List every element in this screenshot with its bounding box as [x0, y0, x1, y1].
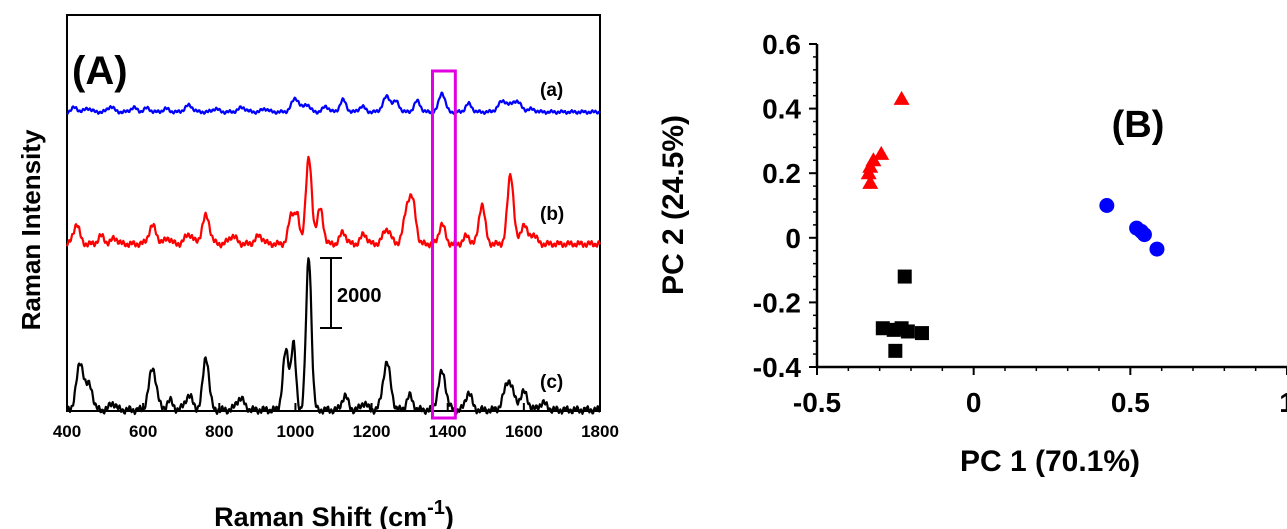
panel-a-x-axis-label: Raman Shift (cm-1): [214, 497, 454, 529]
panel-a: (A) Raman Intensity Raman Shift (cm-1) 4…: [16, 14, 619, 529]
scale-bar-label: 2000: [337, 285, 382, 307]
panel-b-y-tick-label: -0.2: [753, 287, 801, 318]
scatter-point-square: [888, 343, 903, 358]
panel-a-frame: [66, 14, 601, 412]
panel-a-x-axis-label-main: Raman Shift (cm: [214, 502, 427, 529]
panel-a-x-tick-label: 400: [53, 422, 81, 441]
panel-b-y-axis-label: PC 2 (24.5%): [657, 115, 690, 295]
scatter-point-square: [897, 269, 912, 284]
spectrum-series-label: (c): [540, 372, 563, 393]
spectrum-line: [65, 155, 602, 249]
spectrum-series-label: (b): [540, 204, 564, 225]
scatter-point-square: [914, 326, 929, 341]
panel-b-ticks: -0.5 0 0.5 1 -0.4 -0.2 0 0.2 0.4 0.6: [753, 29, 1287, 418]
panel-a-x-axis-label-close: ): [445, 502, 454, 529]
panel-a-x-tick-label: 1600: [505, 422, 543, 441]
panel-a-series-labels: (a) (b) (c): [540, 80, 564, 393]
panel-b-y-tick-label: 0.4: [762, 94, 801, 125]
scatter-point-triangle: [860, 165, 877, 180]
panel-a-y-axis-label: Raman Intensity: [16, 129, 46, 330]
panel-b-x-axis-label: PC 1 (70.1%): [960, 445, 1140, 478]
spectrum-series-label: (a): [540, 80, 563, 101]
panel-b-y-tick-label: 0.2: [762, 158, 801, 189]
panel-a-x-axis-label-superscript: -1: [427, 497, 445, 519]
scatter-point-square: [875, 321, 890, 336]
panel-b: -0.5 0 0.5 1 -0.4 -0.2 0 0.2 0.4 0.6 (B) PC 1 (70…: [657, 29, 1287, 478]
scatter-point-circle: [1149, 241, 1165, 257]
panel-a-x-tick-label: 800: [205, 422, 233, 441]
panel-a-x-tick-label: 1400: [429, 422, 467, 441]
scatter-point-square: [900, 324, 915, 339]
panel-a-x-tick-label: 1800: [581, 422, 619, 441]
panel-b-x-tick-label: 1: [1279, 387, 1287, 418]
scale-bar: 2000: [320, 257, 382, 329]
spectrum-line: [66, 91, 601, 115]
panel-b-x-tick-label: 0.5: [1111, 387, 1150, 418]
spectrum-line: [65, 257, 601, 416]
panel-a-label: (A): [72, 49, 128, 93]
panel-b-points: [860, 90, 1165, 358]
scatter-point-circle: [1099, 198, 1115, 213]
panel-b-axes: [815, 44, 1287, 369]
panel-b-y-tick-label: 0.6: [762, 29, 801, 60]
scatter-point-triangle: [862, 174, 879, 189]
panel-a-spectra: [65, 91, 602, 416]
panel-a-x-tick-label: 600: [129, 422, 157, 441]
panel-b-y-tick-label: -0.4: [753, 352, 802, 383]
panel-b-x-tick-label: -0.5: [793, 387, 841, 418]
scatter-point-triangle: [873, 145, 890, 160]
panel-a-x-ticks: 400 600 800 1000 1200 1400 1600 1800: [53, 403, 619, 441]
scatter-point-circle: [1136, 227, 1152, 243]
panel-b-y-tick-label: 0: [785, 223, 801, 254]
scatter-point-triangle: [862, 158, 879, 173]
highlight-box: [430, 69, 457, 420]
panel-b-x-tick-label: 0: [966, 387, 982, 418]
panel-a-x-tick-label: 1200: [353, 422, 391, 441]
scatter-point-triangle: [893, 90, 910, 105]
panel-a-x-tick-label: 1000: [277, 422, 315, 441]
panel-b-label: (B): [1112, 104, 1165, 146]
